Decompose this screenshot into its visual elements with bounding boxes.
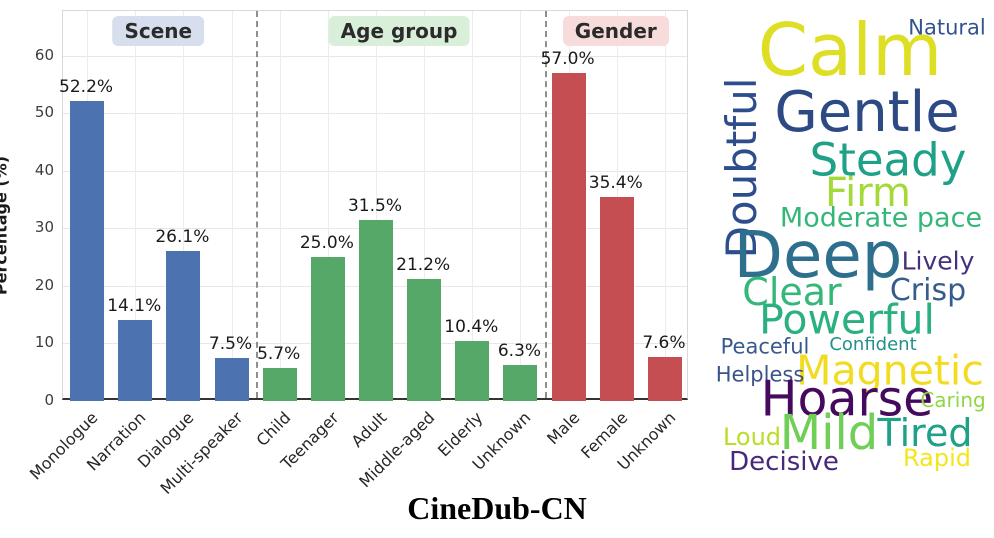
v-gridline-narration	[135, 11, 137, 398]
wordcloud-word-peaceful: Peaceful	[720, 334, 810, 359]
bar-age-group-teenager	[310, 257, 345, 401]
wordcloud-word-gentle: Gentle	[774, 80, 960, 145]
wordcloud-word-confident: Confident	[829, 334, 917, 355]
value-label-teenager: 25.0%	[299, 233, 354, 254]
bar-age-group-elderly	[455, 341, 490, 401]
group-header-gender: Gender	[562, 16, 669, 46]
wordcloud-word-powerful: Powerful	[759, 295, 935, 344]
wordcloud-word-magnetic: Magnetic	[796, 346, 984, 395]
h-gridline-50	[63, 113, 687, 115]
wordcloud-word-decisive: Decisive	[729, 447, 839, 477]
value-label-dialogue: 26.1%	[155, 226, 210, 247]
bar-age-group-adult	[359, 219, 393, 401]
wordcloud-word-deep: Deep	[733, 219, 903, 293]
y-axis-label: Percentage (%)	[0, 155, 11, 296]
wordcloud-word-mild: Mild	[779, 405, 879, 461]
y-tick-30: 30	[34, 218, 54, 237]
value-label-female: 35.4%	[588, 173, 643, 194]
y-tick-0: 0	[44, 391, 54, 409]
wordcloud-word-calm: Calm	[757, 8, 943, 92]
y-tick-40: 40	[34, 160, 54, 179]
value-label-male: 57.0%	[540, 49, 595, 70]
wordcloud-word-helpless: Helpless	[715, 362, 805, 387]
bar-scene-monologue	[70, 100, 105, 401]
v-gridline-elderly	[472, 11, 474, 398]
bar-scene-dialogue	[166, 250, 201, 401]
wordcloud-word-caring: Caring	[920, 388, 986, 412]
y-tick-60: 60	[34, 45, 54, 64]
bar-scene-multi-speaker	[214, 357, 249, 401]
y-tick-10: 10	[34, 333, 54, 352]
y-tick-20: 20	[34, 275, 54, 294]
value-label-adult: 31.5%	[347, 195, 403, 216]
wordcloud-word-crisp: Crisp	[889, 273, 967, 308]
value-label-child: 5.7%	[257, 344, 301, 365]
v-gridline-dialogue	[183, 11, 185, 398]
figure-title: CineDub-CN	[407, 490, 587, 526]
v-gridline-middle-aged	[424, 11, 426, 398]
v-gridline-unknown	[520, 11, 522, 398]
wordcloud-word-tired: Tired	[877, 411, 973, 455]
v-gridline-multi-speaker	[231, 11, 233, 398]
bar-age-group-middle-aged	[407, 279, 442, 401]
h-gridline-60	[63, 55, 687, 57]
value-label-unknown: 6.3%	[497, 340, 542, 361]
plot-area: Percentage (%)	[0, 10, 688, 401]
wordcloud-word-firm: Firm	[825, 170, 911, 216]
v-gridline-adult	[376, 11, 377, 398]
wordcloud-word-natural: Natural	[908, 15, 986, 40]
v-gridline-child	[279, 11, 281, 398]
value-label-monologue: 52.2%	[59, 76, 114, 97]
bar-age-group-unknown	[503, 364, 538, 401]
group-separator-0	[255, 11, 258, 398]
bar-scene-narration	[118, 319, 153, 401]
wordcloud-word-moderate-pace: Moderate pace	[779, 202, 983, 234]
bar-gender-unknown	[647, 357, 682, 401]
group-header-scene: Scene	[112, 16, 205, 46]
wordcloud-word-loud: Loud	[722, 423, 782, 451]
value-label-unknown: 7.6%	[642, 333, 686, 354]
bar-age-group-child	[262, 368, 297, 401]
group-header-age-group: Age group	[328, 16, 470, 46]
wordcloud-word-clear: Clear	[742, 270, 842, 314]
bar-gender-female	[599, 197, 634, 401]
bar-gender-male	[551, 73, 586, 401]
wordcloud-word-steady: Steady	[809, 133, 967, 187]
group-separator-1	[544, 11, 547, 398]
wordcloud-word-rapid: Rapid	[903, 444, 971, 472]
value-label-middle-aged: 21.2%	[396, 255, 451, 276]
value-label-multi-speaker: 7.5%	[208, 333, 253, 354]
value-label-narration: 14.1%	[107, 295, 162, 316]
v-gridline-unknown	[664, 11, 666, 398]
wordcloud-word-hoarse: Hoarse	[760, 370, 934, 428]
v-gridline-teenager	[327, 11, 329, 398]
value-label-elderly: 10.4%	[444, 317, 499, 338]
wordcloud: Calm Natural Doubtful Gentle Steady Firm Moder…	[700, 0, 994, 485]
h-gridline-40	[63, 170, 687, 172]
y-tick-50: 50	[34, 103, 54, 122]
wordcloud-word-lively: Lively	[901, 246, 975, 276]
